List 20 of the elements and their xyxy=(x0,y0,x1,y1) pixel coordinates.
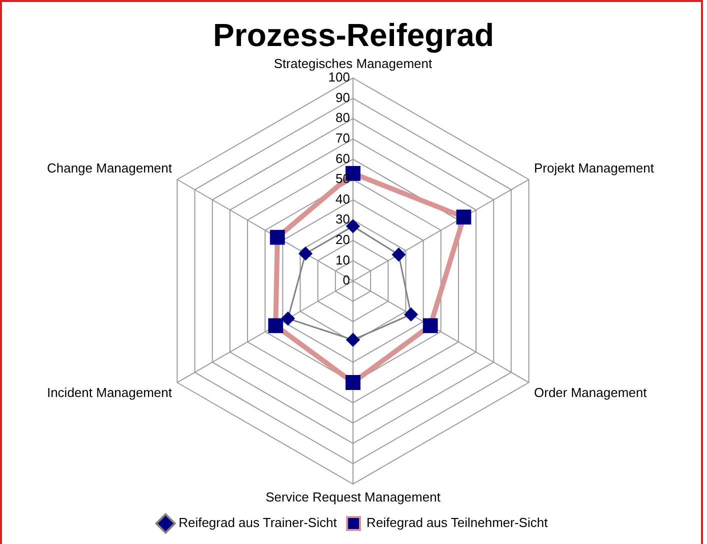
spoke-label: Projekt Management xyxy=(534,160,654,176)
y-tick-label: 90 xyxy=(336,90,350,105)
legend-label: Reifegrad aus Teilnehmer-Sicht xyxy=(366,515,548,530)
y-tick-label: 10 xyxy=(336,252,350,268)
legend-label: Reifegrad aus Trainer-Sicht xyxy=(178,515,338,530)
spoke-label: Incident Management xyxy=(46,384,172,400)
y-tick-label: 100 xyxy=(328,70,350,85)
chart-title: Prozess-Reifegrad xyxy=(213,17,494,54)
y-tick-label: 30 xyxy=(336,212,350,227)
y-tick-label: 40 xyxy=(336,191,350,206)
y-tick-label: 70 xyxy=(336,130,350,146)
y-tick-label: 80 xyxy=(336,110,350,126)
y-tick-label: 60 xyxy=(336,150,350,166)
spoke-label: Service Request Management xyxy=(266,489,441,504)
spoke-label: Order Management xyxy=(534,384,648,400)
y-tick-label: 20 xyxy=(336,232,350,247)
spoke-label: Change Management xyxy=(46,160,172,176)
y-tick-label: 0 xyxy=(342,272,350,288)
y-tick-label: 50 xyxy=(336,171,350,186)
spoke-label: Strategisches Management xyxy=(274,56,433,71)
